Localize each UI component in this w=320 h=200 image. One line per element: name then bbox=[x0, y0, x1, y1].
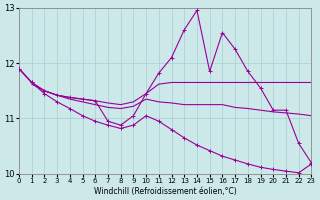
X-axis label: Windchill (Refroidissement éolien,°C): Windchill (Refroidissement éolien,°C) bbox=[94, 187, 236, 196]
